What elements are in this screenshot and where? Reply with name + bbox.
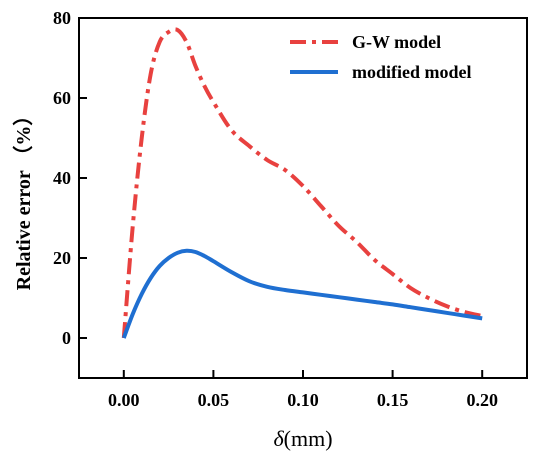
series-line-modified-model (121, 248, 483, 339)
x-axis-label-symbol: δ (273, 426, 284, 451)
y-tick-label: 80 (53, 8, 71, 28)
x-tick-label: 0.15 (377, 390, 409, 410)
y-axis-label: Relative error （%） (12, 106, 35, 291)
x-tick-label: 0.20 (466, 390, 498, 410)
x-axis-label-unit: (mm) (284, 426, 333, 451)
legend-label: G-W model (352, 32, 441, 52)
x-axis-ticks: 0.00 0.05 0.10 0.15 0.20 (108, 370, 498, 410)
series-group (121, 27, 483, 339)
series-line-gw-model (121, 27, 483, 339)
x-tick-label: 0.00 (108, 390, 140, 410)
y-tick-label: 60 (53, 88, 71, 108)
legend: G-W model modified model (290, 32, 472, 82)
x-tick-label: 0.10 (287, 390, 319, 410)
x-axis-label: δ(mm) (273, 426, 332, 451)
legend-label: modified model (352, 62, 472, 82)
y-axis-ticks: 0 20 40 60 80 (53, 8, 87, 348)
y-tick-label: 20 (53, 248, 71, 268)
x-tick-label: 0.05 (198, 390, 230, 410)
y-tick-label: 0 (62, 328, 71, 348)
y-tick-label: 40 (53, 168, 71, 188)
